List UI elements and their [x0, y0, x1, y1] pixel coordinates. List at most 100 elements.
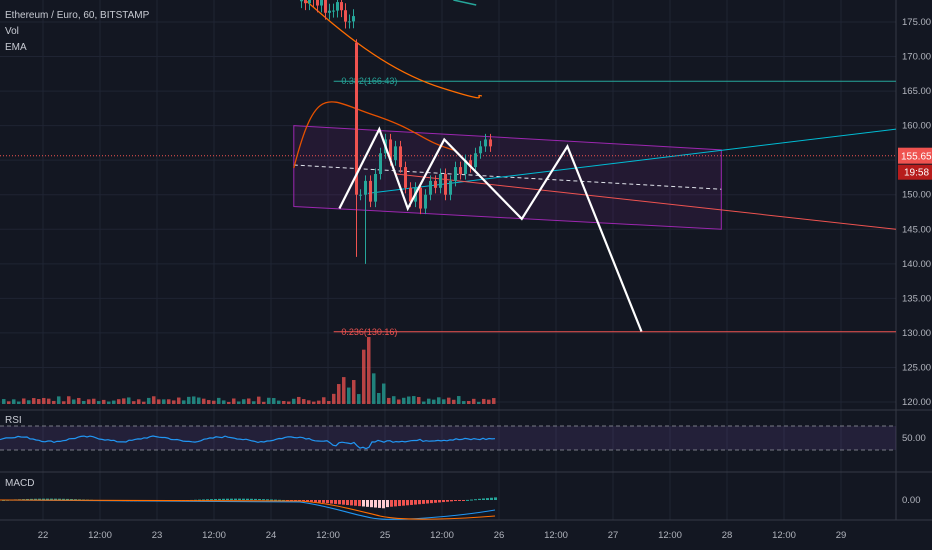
macd-histogram-bar [74, 499, 77, 501]
volume-bar [47, 398, 51, 404]
macd-tick-label: 0.00 [902, 495, 921, 506]
volume-bar [52, 400, 56, 404]
time-tick-label: 12:00 [316, 530, 340, 541]
macd-histogram-bar [250, 498, 253, 500]
macd-histogram-bar [490, 497, 493, 500]
price-tick-label: 150.00 [902, 190, 931, 201]
volume-bar [252, 401, 256, 404]
volume-bar [132, 401, 136, 404]
macd-histogram-bar [350, 500, 353, 506]
fib-level-label: 0.382(166.43) [341, 76, 397, 86]
macd-pane-label[interactable]: MACD [5, 478, 35, 489]
macd-histogram-bar [222, 498, 225, 500]
candle-body [434, 180, 437, 188]
vol-indicator-label[interactable]: Vol [5, 26, 19, 37]
time-tick-label: 24 [266, 530, 277, 541]
volume-bar [127, 397, 131, 404]
price-tick-label: 175.00 [902, 17, 931, 28]
volume-bar [397, 399, 401, 404]
volume-bar [452, 399, 456, 404]
time-tick-label: 25 [380, 530, 391, 541]
macd-histogram-bar [386, 500, 389, 508]
volume-bar [77, 397, 81, 404]
trend-line [396, 173, 897, 230]
macd-histogram-bar [46, 498, 49, 500]
symbol-title: Ethereum / Euro, 60, BITSTAMP [5, 10, 150, 21]
macd-histogram-bar [334, 500, 337, 504]
macd-histogram-bar [470, 499, 473, 501]
macd-histogram-bar [366, 500, 369, 507]
time-tick-label: 12:00 [202, 530, 226, 541]
countdown-badge [898, 164, 932, 180]
macd-histogram-bar [370, 500, 373, 508]
volume-bar [207, 400, 211, 404]
volume-bar [237, 401, 241, 404]
volume-bar [362, 349, 366, 404]
macd-histogram-bar [238, 498, 241, 500]
macd-histogram-bar [346, 500, 349, 506]
candle-body [459, 167, 462, 174]
volume-bar [142, 401, 146, 404]
macd-histogram-bar [402, 500, 405, 506]
candle-body [479, 146, 482, 154]
ema-indicator-label[interactable]: EMA [5, 42, 27, 53]
volume-bar [492, 398, 496, 404]
volume-bar [472, 398, 476, 404]
candle-body [429, 180, 432, 195]
macd-histogram-bar [418, 500, 421, 505]
macd-histogram-bar [254, 498, 257, 500]
time-tick-label: 26 [494, 530, 505, 541]
candle-body [484, 139, 487, 147]
macd-histogram-bar [378, 500, 381, 508]
macd-histogram-bar [494, 497, 497, 500]
projection-path [338, 126, 643, 332]
volume-bar [412, 396, 416, 404]
macd-histogram-bar [330, 500, 333, 504]
macd-histogram-bar [262, 499, 265, 501]
macd-histogram-bar [34, 498, 37, 500]
volume-bar [2, 399, 6, 404]
macd-histogram-bar [374, 500, 377, 508]
candle-body [355, 42, 358, 195]
macd-histogram-bar [358, 500, 361, 507]
rsi-pane-label[interactable]: RSI [5, 415, 22, 426]
candle-body [316, 0, 319, 6]
macd-histogram-bar [202, 499, 205, 501]
candle-body [308, 0, 311, 4]
countdown-value: 19:58 [904, 168, 929, 179]
volume-bar [432, 399, 436, 404]
volume-bar [272, 398, 276, 404]
volume-bar [317, 400, 321, 404]
candle-body [359, 194, 362, 196]
macd-histogram-bar [354, 500, 357, 506]
channel-midline [293, 164, 722, 190]
candle-body [449, 180, 452, 195]
price-tick-label: 120.00 [902, 397, 931, 408]
volume-bar [172, 400, 176, 404]
candle-body [444, 174, 447, 195]
macd-histogram-bar [462, 500, 465, 501]
macd-histogram-bar [246, 498, 249, 500]
price-tick-label: 140.00 [902, 259, 931, 270]
macd-histogram-bar [458, 500, 461, 501]
macd-histogram-bar [214, 498, 217, 500]
volume-bar [107, 401, 111, 404]
volume-bar [137, 399, 141, 404]
volume-bar [227, 401, 231, 404]
volume-bar [242, 399, 246, 404]
candle-body [399, 146, 402, 168]
candle-body [344, 10, 347, 22]
volume-bar [347, 387, 351, 404]
candle-body [320, 0, 323, 6]
macd-histogram-bar [454, 500, 457, 501]
time-tick-label: 12:00 [88, 530, 112, 541]
volume-bar [407, 396, 411, 404]
price-tick-label: 145.00 [902, 224, 931, 235]
volume-bar [322, 397, 326, 404]
candle-body [374, 174, 377, 202]
volume-bar [7, 401, 11, 404]
volume-bar [477, 401, 481, 404]
volume-bar [447, 397, 451, 404]
